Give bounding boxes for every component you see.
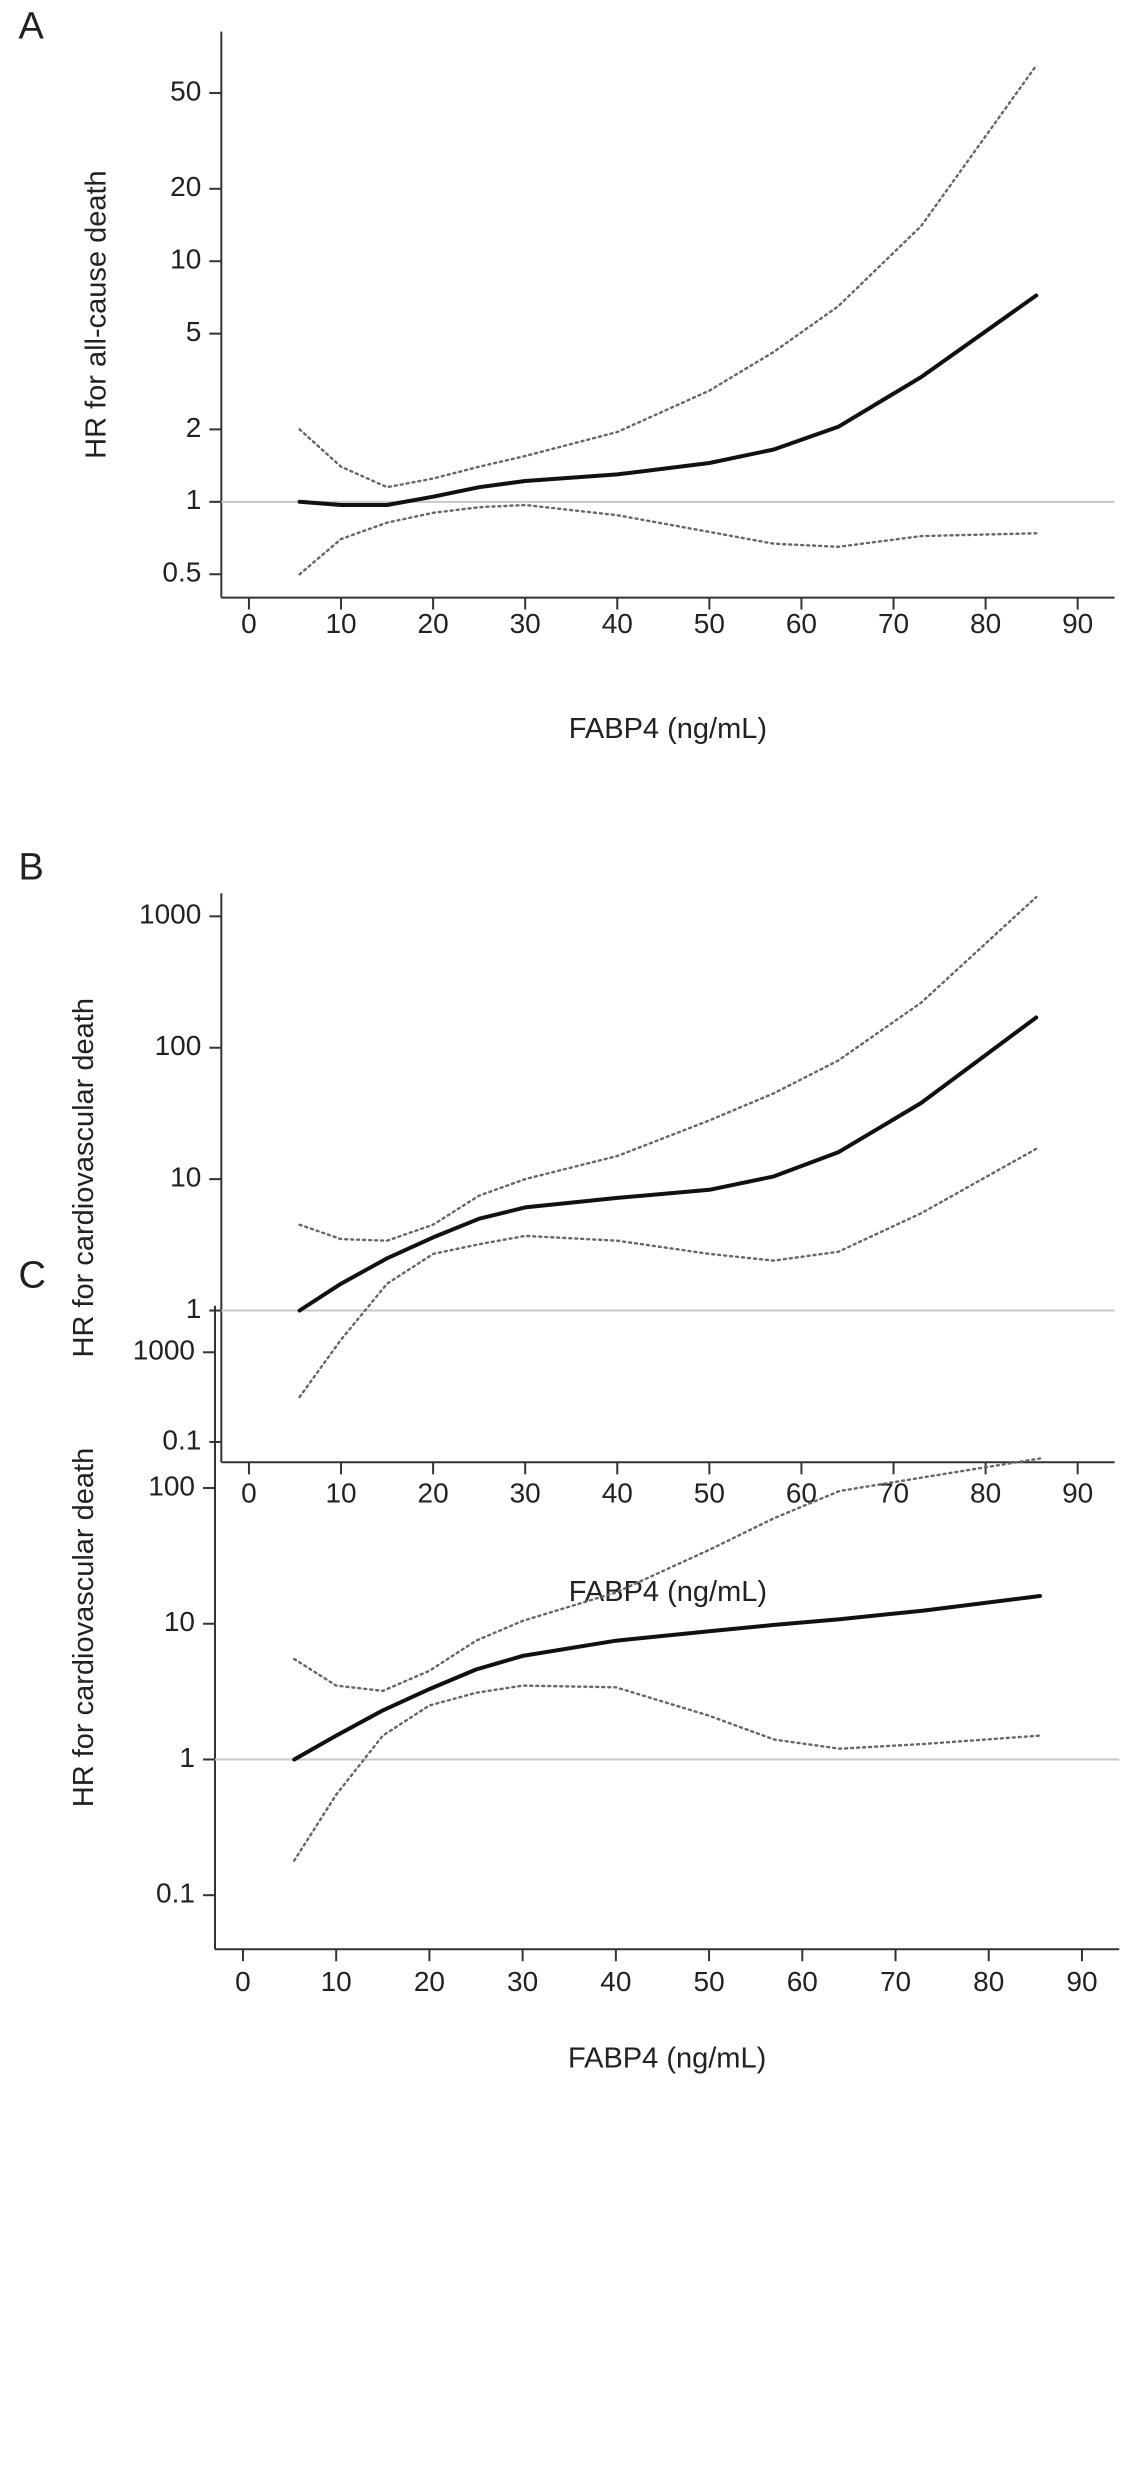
x-tick-label: 20 <box>414 1966 445 1997</box>
y-tick-label: 0.1 <box>162 1424 201 1455</box>
y-tick-label: 20 <box>170 171 201 202</box>
estimate-line <box>297 293 1039 507</box>
x-tick-label: 90 <box>1062 1478 1093 1509</box>
x-tick-label: 0 <box>241 608 257 639</box>
x-tick-label: 50 <box>694 1478 725 1509</box>
x-tick-label: 50 <box>694 608 725 639</box>
x-tick-label: 10 <box>321 1966 352 1997</box>
y-tick-label: 0.1 <box>156 1878 195 1909</box>
y-tick-label: 0.5 <box>162 557 201 588</box>
x-tick-label: 80 <box>973 1966 1004 1997</box>
estimate-line <box>297 1015 1039 1313</box>
ci-line <box>293 1457 1042 1693</box>
y-axis-title: HR for cardiovascular death <box>68 1448 100 1807</box>
x-tick-label: 70 <box>880 1966 911 1997</box>
x-tick-label: 90 <box>1066 1966 1097 1997</box>
y-tick-label: 5 <box>186 316 202 347</box>
ci-line <box>298 1147 1038 1399</box>
x-tick-label: 60 <box>787 1966 818 1997</box>
x-axis-title: FABP4 (ng/mL) <box>569 1576 767 1608</box>
ci-line <box>298 895 1038 1242</box>
y-tick-label: 1 <box>179 1742 195 1773</box>
x-tick-label: 40 <box>602 1478 633 1509</box>
y-tick-label: 10 <box>170 1162 201 1193</box>
ci-line <box>293 1684 1042 1862</box>
x-tick-label: 80 <box>970 608 1001 639</box>
panel-label: C <box>18 1254 45 1296</box>
y-axis-title: HR for all-cause death <box>81 170 113 459</box>
x-tick-label: 0 <box>241 1478 257 1509</box>
x-tick-label: 30 <box>510 608 541 639</box>
y-tick-label: 100 <box>155 1030 202 1061</box>
x-tick-label: 10 <box>325 608 356 639</box>
y-tick-label: 1 <box>186 1293 202 1324</box>
y-tick-label: 1000 <box>133 1335 195 1366</box>
y-tick-label: 10 <box>170 244 201 275</box>
x-tick-label: 80 <box>970 1478 1001 1509</box>
panel-label: A <box>18 5 44 47</box>
x-tick-label: 60 <box>786 608 817 639</box>
y-tick-label: 50 <box>170 75 201 106</box>
x-tick-label: 30 <box>510 1478 541 1509</box>
estimate-line <box>292 1594 1042 1762</box>
y-tick-label: 1 <box>186 484 202 515</box>
ci-line <box>298 503 1038 576</box>
y-tick-label: 100 <box>148 1470 195 1501</box>
x-tick-label: 20 <box>418 1478 449 1509</box>
panel-label: B <box>18 847 43 889</box>
x-tick-label: 50 <box>694 1966 725 1997</box>
x-tick-label: 70 <box>878 608 909 639</box>
y-tick-label: 2 <box>186 412 202 443</box>
x-axis-title: FABP4 (ng/mL) <box>569 713 767 745</box>
y-tick-label: 1000 <box>139 899 201 930</box>
y-tick-label: 10 <box>164 1606 195 1637</box>
x-tick-label: 40 <box>600 1966 631 1997</box>
panel: A 0.5 1 2 5 10 20 50 0 10 20 30 40 50 60 70 80 90 FABP4 (n… <box>18 5 1115 745</box>
panel: B 0.1 1 10 100 1000 0 10 20 30 40 50 60 70 80 90 FABP4 (… <box>18 847 1115 1608</box>
x-tick-label: 40 <box>602 608 633 639</box>
ci-line <box>298 64 1038 489</box>
x-tick-label: 0 <box>235 1966 251 1997</box>
x-tick-label: 20 <box>418 608 449 639</box>
x-axis-title: FABP4 (ng/mL) <box>568 2043 766 2075</box>
x-tick-label: 90 <box>1062 608 1093 639</box>
x-tick-label: 70 <box>878 1478 909 1509</box>
y-axis-title: HR for cardiovascular death <box>68 998 100 1357</box>
x-tick-label: 10 <box>325 1478 356 1509</box>
x-tick-label: 60 <box>786 1478 817 1509</box>
x-tick-label: 30 <box>507 1966 538 1997</box>
